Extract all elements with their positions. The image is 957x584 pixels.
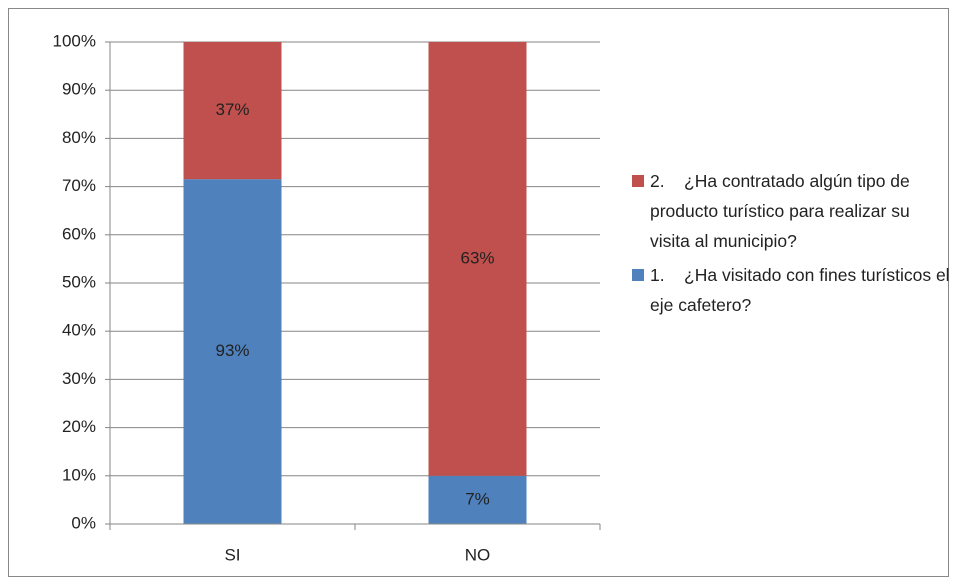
y-tick-label: 0% — [71, 513, 96, 532]
bar-segment — [428, 42, 527, 476]
y-tick-label: 30% — [62, 369, 96, 388]
y-tick-label: 10% — [62, 465, 96, 484]
y-tick-label: 100% — [53, 31, 96, 50]
data-label: 37% — [215, 100, 249, 119]
x-tick-label: NO — [465, 545, 491, 564]
data-label: 63% — [460, 248, 494, 267]
legend-item: 1. ¿Ha visitado con fines turísticos el … — [632, 260, 950, 320]
y-tick-label: 50% — [62, 272, 96, 291]
y-tick-label: 80% — [62, 128, 96, 147]
data-label: 7% — [465, 489, 490, 508]
legend: 2. ¿Ha contratado algún tipo de producto… — [632, 166, 950, 324]
y-tick-label: 60% — [62, 224, 96, 243]
bar-segment — [183, 42, 282, 180]
legend-label: 1. ¿Ha visitado con fines turísticos el … — [650, 265, 955, 315]
legend-swatch — [632, 175, 644, 187]
x-tick-label: SI — [224, 545, 240, 564]
data-label: 93% — [215, 341, 249, 360]
y-tick-label: 40% — [62, 321, 96, 340]
y-tick-label: 70% — [62, 176, 96, 195]
y-tick-label: 90% — [62, 80, 96, 99]
legend-label: 2. ¿Ha contratado algún tipo de producto… — [650, 171, 915, 251]
bar-segment — [183, 179, 282, 524]
legend-item: 2. ¿Ha contratado algún tipo de producto… — [632, 166, 950, 256]
y-tick-label: 20% — [62, 417, 96, 436]
legend-swatch — [632, 269, 644, 281]
bar-segment — [428, 475, 527, 524]
